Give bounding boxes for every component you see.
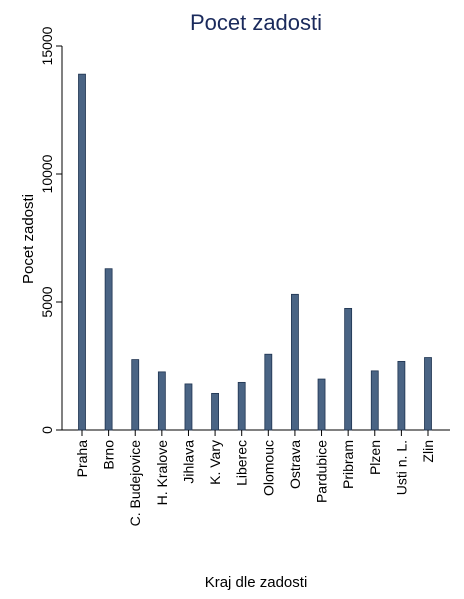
x-tick-label: Ostrava — [287, 440, 303, 489]
x-tick-label: H. Kralove — [154, 440, 170, 506]
x-tick-label: C. Budejovice — [127, 440, 143, 527]
bar — [237, 381, 246, 431]
x-tick-label: Zlin — [420, 440, 436, 463]
bar — [211, 392, 219, 431]
bar — [184, 383, 193, 431]
x-axis-label: Kraj dle zadosti — [205, 574, 308, 591]
x-tick-label: Liberec — [234, 440, 250, 486]
bar — [424, 357, 432, 431]
bar — [397, 360, 406, 431]
x-tick-label: Plzen — [367, 440, 383, 475]
y-tick-label: 0 — [39, 426, 55, 434]
bar — [264, 353, 273, 431]
x-tick-label: Jihlava — [180, 440, 196, 484]
bar — [131, 359, 140, 431]
x-tick-label: Pribram — [340, 440, 356, 489]
bar — [291, 293, 299, 431]
bar — [78, 73, 86, 431]
chart-title: Pocet zadosti — [190, 10, 322, 35]
bar — [344, 307, 353, 431]
y-tick-label: 10000 — [39, 154, 55, 193]
bar — [370, 370, 379, 431]
bar — [317, 378, 326, 431]
x-tick-label: K. Vary — [207, 440, 223, 485]
x-tick-label: Usti n. L. — [393, 440, 409, 495]
bar — [104, 268, 113, 431]
y-tick-label: 15000 — [39, 26, 55, 65]
x-axis-ticks: Praha Brno C. Budejovice H. Kralove Jihlava K… — [74, 430, 436, 526]
x-tick-label: Olomouc — [260, 440, 276, 496]
y-axis-label: Pocet zadosti — [20, 194, 37, 284]
y-axis-ticks: 0 5000 10000 15000 — [39, 26, 62, 434]
y-tick-label: 5000 — [39, 286, 55, 317]
bar — [157, 371, 166, 431]
x-tick-label: Praha — [74, 440, 90, 478]
x-tick-label: Brno — [101, 440, 117, 470]
bar-series — [78, 73, 432, 431]
x-tick-label: Pardubice — [314, 440, 330, 503]
